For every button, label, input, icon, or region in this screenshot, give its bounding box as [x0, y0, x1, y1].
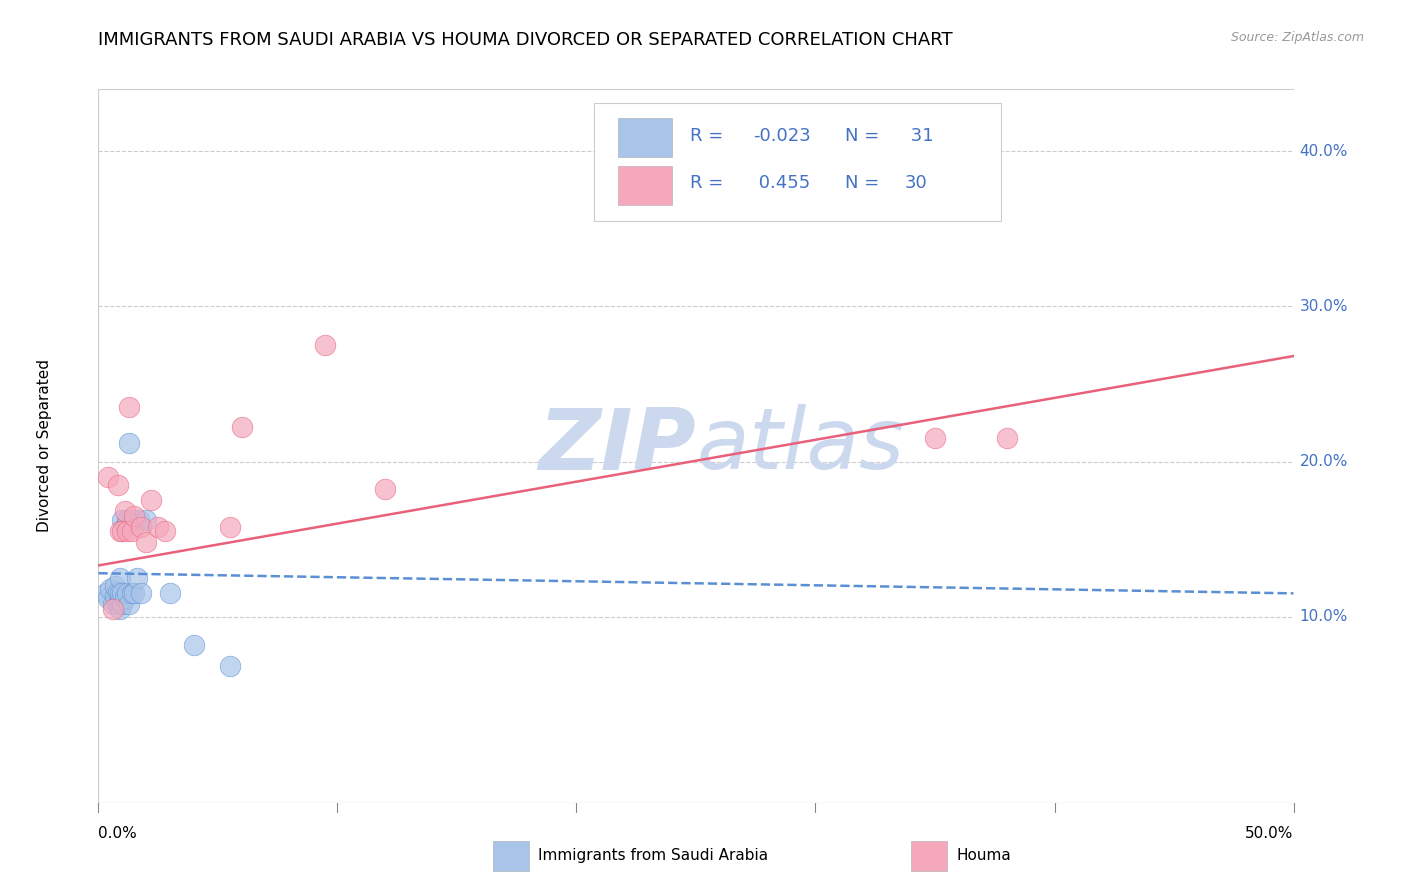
Point — [131, 519, 153, 533]
Point — [995, 431, 1018, 445]
Text: 0.0%: 0.0% — [98, 826, 138, 841]
Point — [135, 535, 157, 549]
Point — [104, 590, 127, 604]
Point — [115, 586, 138, 600]
Point — [111, 586, 134, 600]
Text: N =: N = — [845, 127, 886, 145]
Text: R =: R = — [690, 175, 728, 193]
Point — [114, 591, 136, 605]
Point — [114, 519, 136, 533]
FancyBboxPatch shape — [619, 118, 672, 157]
Text: Houma: Houma — [956, 848, 1011, 863]
Text: 40.0%: 40.0% — [1299, 144, 1348, 159]
Point — [108, 586, 131, 600]
Point — [115, 513, 138, 527]
Point — [118, 436, 141, 450]
Point — [135, 513, 157, 527]
Point — [148, 519, 170, 533]
Text: N =: N = — [845, 175, 886, 193]
Point — [111, 513, 134, 527]
Text: 10.0%: 10.0% — [1299, 609, 1348, 624]
Text: 0.455: 0.455 — [754, 175, 811, 193]
Point — [94, 586, 117, 600]
Point — [131, 586, 153, 600]
Point — [114, 504, 136, 518]
Point — [231, 420, 253, 434]
Point — [107, 584, 129, 599]
Text: 30: 30 — [905, 175, 928, 193]
Point — [219, 659, 242, 673]
Point — [108, 594, 131, 608]
Point — [97, 591, 120, 605]
Point — [108, 524, 131, 539]
Point — [121, 524, 143, 539]
Point — [104, 579, 127, 593]
Point — [101, 602, 124, 616]
Point — [97, 470, 120, 484]
Point — [111, 524, 134, 539]
Point — [115, 524, 138, 539]
Point — [107, 477, 129, 491]
Point — [219, 519, 242, 533]
Point — [124, 508, 146, 523]
Text: atlas: atlas — [696, 404, 904, 488]
Text: -0.023: -0.023 — [754, 127, 811, 145]
Point — [108, 602, 131, 616]
FancyBboxPatch shape — [619, 166, 672, 205]
Text: IMMIGRANTS FROM SAUDI ARABIA VS HOUMA DIVORCED OR SEPARATED CORRELATION CHART: IMMIGRANTS FROM SAUDI ARABIA VS HOUMA DI… — [98, 31, 953, 49]
Point — [98, 582, 122, 596]
Point — [108, 571, 131, 585]
Point — [183, 638, 205, 652]
FancyBboxPatch shape — [595, 103, 1001, 221]
Point — [374, 483, 396, 497]
Point — [139, 493, 162, 508]
Text: Immigrants from Saudi Arabia: Immigrants from Saudi Arabia — [538, 848, 768, 863]
Text: 20.0%: 20.0% — [1299, 454, 1348, 469]
Point — [118, 597, 141, 611]
Point — [118, 401, 141, 415]
Point — [111, 597, 134, 611]
Text: 30.0%: 30.0% — [1299, 299, 1348, 314]
Point — [107, 597, 129, 611]
Point — [128, 513, 150, 527]
Point — [125, 571, 148, 585]
Point — [924, 431, 946, 445]
Text: Divorced or Separated: Divorced or Separated — [37, 359, 52, 533]
Text: ZIP: ZIP — [538, 404, 696, 488]
Text: R =: R = — [690, 127, 728, 145]
Point — [155, 524, 177, 539]
Point — [121, 586, 143, 600]
FancyBboxPatch shape — [911, 840, 948, 871]
FancyBboxPatch shape — [494, 840, 529, 871]
Point — [124, 513, 146, 527]
Text: 31: 31 — [905, 127, 934, 145]
Point — [159, 586, 181, 600]
Point — [124, 586, 146, 600]
Point — [101, 597, 124, 611]
Point — [315, 338, 337, 352]
Text: Source: ZipAtlas.com: Source: ZipAtlas.com — [1230, 31, 1364, 45]
Text: 50.0%: 50.0% — [1246, 826, 1294, 841]
